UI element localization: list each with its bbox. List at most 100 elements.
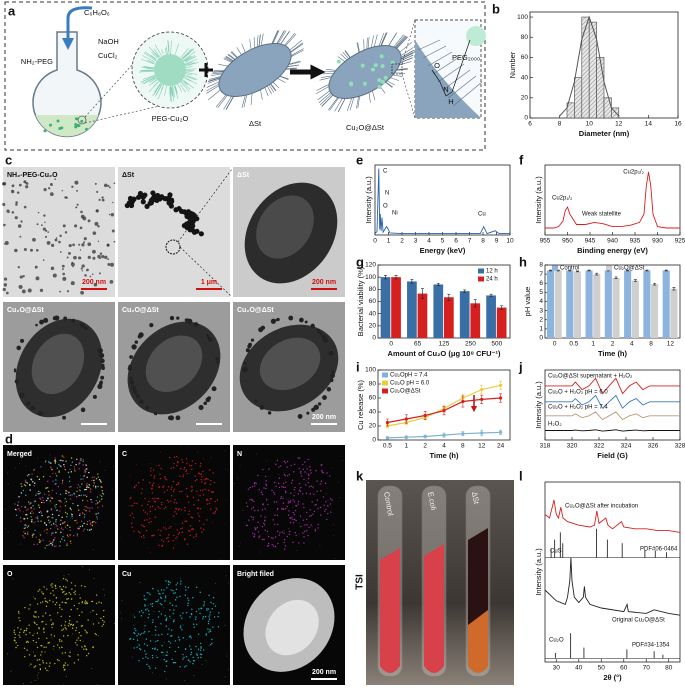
bacterium-chain bbox=[187, 214, 192, 219]
element-signal bbox=[285, 492, 286, 493]
surface-particle bbox=[199, 405, 204, 410]
nanoparticle bbox=[96, 209, 99, 212]
element-signal bbox=[39, 497, 40, 498]
x-tick-label: 0 bbox=[389, 341, 393, 348]
element-signal bbox=[274, 501, 275, 502]
axis-label: TSI bbox=[355, 574, 366, 590]
element-signal bbox=[311, 515, 312, 516]
x-tick-label: 935 bbox=[630, 238, 641, 245]
zoom-line bbox=[402, 74, 415, 118]
element-signal bbox=[133, 639, 134, 640]
element-signal bbox=[87, 603, 88, 604]
background-signal bbox=[188, 565, 189, 566]
element-signal bbox=[246, 525, 247, 526]
element-signal bbox=[210, 631, 211, 632]
element-signal bbox=[272, 519, 273, 520]
element-signal bbox=[171, 635, 172, 636]
element-signal bbox=[187, 603, 188, 604]
element-signal bbox=[172, 590, 173, 591]
bound-particle bbox=[337, 60, 341, 64]
surface-particle bbox=[207, 336, 210, 339]
element-signal bbox=[144, 605, 145, 606]
element-signal bbox=[15, 509, 16, 510]
nanoparticle bbox=[74, 224, 77, 227]
element-signal bbox=[254, 536, 255, 537]
element-signal bbox=[53, 539, 54, 540]
flagellum bbox=[286, 68, 297, 69]
flagellum bbox=[272, 30, 278, 43]
element-signal bbox=[90, 523, 91, 524]
background-signal bbox=[198, 494, 199, 495]
flagellum bbox=[218, 64, 227, 66]
element-signal bbox=[203, 616, 204, 617]
element-signal bbox=[49, 522, 50, 523]
element-signal bbox=[70, 541, 71, 542]
element-signal bbox=[55, 521, 56, 522]
trace-label: Cu₂O@ΔSt supernatant + H₂O₂ bbox=[548, 374, 633, 380]
element-signal bbox=[75, 520, 76, 521]
map-label: Bright filed bbox=[237, 571, 274, 578]
element-signal bbox=[48, 491, 49, 492]
element-signal bbox=[152, 655, 153, 656]
x-tick-label: 50 bbox=[598, 665, 606, 672]
element-signal bbox=[30, 479, 31, 480]
element-signal bbox=[209, 619, 210, 620]
surface-particle bbox=[101, 364, 104, 367]
background-signal bbox=[7, 473, 8, 474]
element-signal bbox=[166, 479, 167, 480]
element-signal bbox=[68, 536, 69, 537]
element-signal bbox=[140, 649, 141, 650]
background-signal bbox=[175, 524, 176, 525]
legend-label: Control bbox=[560, 266, 579, 272]
element-signal bbox=[281, 508, 282, 509]
nanoparticle bbox=[80, 226, 83, 229]
element-signal bbox=[63, 628, 64, 629]
nanoparticle bbox=[62, 190, 63, 191]
element-signal bbox=[215, 507, 216, 508]
nanoparticle bbox=[77, 204, 79, 206]
element-signal bbox=[267, 531, 268, 532]
element-signal bbox=[45, 668, 46, 669]
element-signal bbox=[136, 484, 137, 485]
element-signal bbox=[178, 482, 179, 483]
element-signal bbox=[267, 504, 268, 505]
nanoparticle bbox=[107, 185, 109, 187]
element-signal bbox=[144, 595, 145, 596]
element-signal bbox=[320, 483, 321, 484]
background-signal bbox=[306, 480, 307, 481]
surface-particle bbox=[14, 368, 17, 371]
element-signal bbox=[148, 614, 149, 615]
background-signal bbox=[97, 684, 98, 685]
element-signal bbox=[55, 461, 56, 462]
element-signal bbox=[148, 666, 149, 667]
element-signal bbox=[26, 649, 27, 650]
element-signal bbox=[214, 482, 215, 483]
element-signal bbox=[37, 659, 38, 660]
marker bbox=[442, 434, 445, 437]
element-signal bbox=[184, 521, 185, 522]
surface-particle bbox=[185, 318, 188, 321]
nanoparticle bbox=[112, 229, 115, 232]
element-signal bbox=[262, 469, 263, 470]
element-signal bbox=[257, 510, 258, 511]
background-signal bbox=[208, 645, 209, 646]
element-signal bbox=[190, 637, 191, 638]
element-signal bbox=[98, 477, 99, 478]
bar bbox=[391, 277, 401, 338]
nanoparticle bbox=[45, 236, 47, 238]
element-signal bbox=[23, 531, 24, 532]
flagellum bbox=[269, 85, 274, 92]
nanoparticle bbox=[22, 275, 24, 277]
background-signal bbox=[293, 507, 294, 508]
element-signal bbox=[159, 534, 160, 535]
surface-particle bbox=[100, 380, 103, 383]
element-signal bbox=[17, 645, 18, 646]
element-signal bbox=[159, 486, 160, 487]
nanoparticle bbox=[75, 206, 77, 208]
element-signal bbox=[57, 644, 58, 645]
element-signal bbox=[200, 465, 201, 466]
element-signal bbox=[181, 459, 182, 460]
element-signal bbox=[253, 517, 254, 518]
element-signal bbox=[67, 535, 68, 536]
background-signal bbox=[42, 652, 43, 653]
